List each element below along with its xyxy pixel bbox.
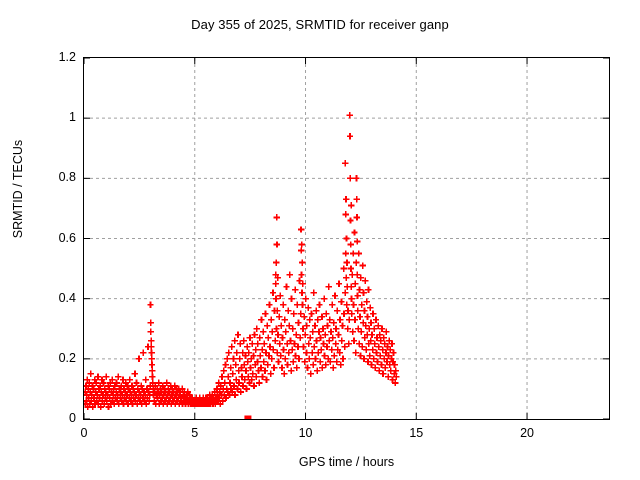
grid-lines (84, 58, 609, 419)
y-tick-label: 0 (69, 411, 76, 425)
x-tick-label: 5 (191, 426, 199, 440)
x-axis-label: GPS time / hours (298, 455, 395, 469)
y-tick-label: 0.4 (58, 290, 76, 305)
x-tick-label: 10 (298, 426, 313, 440)
y-tick-label: 0.2 (58, 350, 76, 365)
y-tick-label: 1 (69, 110, 76, 125)
y-tick-label: 0.8 (58, 170, 76, 185)
x-tick-label: 15 (409, 426, 424, 440)
page-title: Day 355 of 2025, SRMTID for receiver gan… (191, 17, 449, 32)
y-tick-label: 0.6 (58, 230, 76, 245)
plot-area (83, 57, 610, 420)
x-tick-label: 20 (520, 426, 534, 440)
data-points-layer (84, 111, 400, 419)
y-tick-label: 1.2 (58, 50, 76, 64)
x-tick-label: 0 (80, 426, 88, 440)
